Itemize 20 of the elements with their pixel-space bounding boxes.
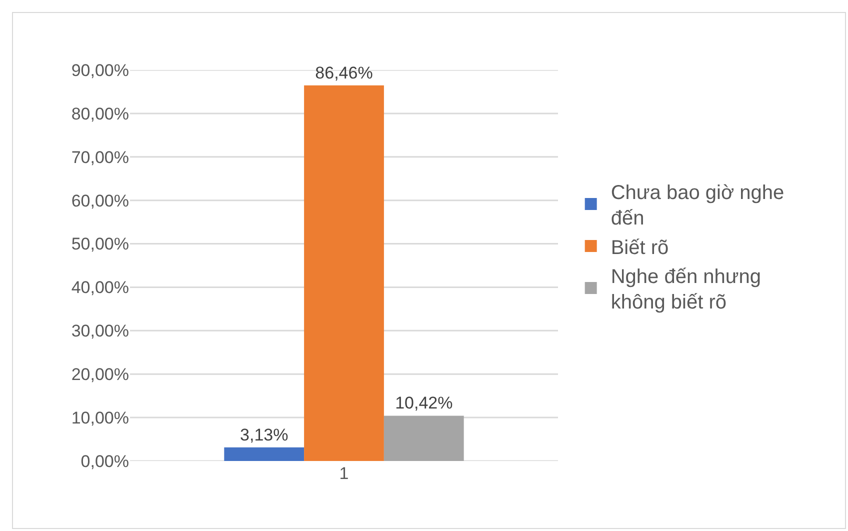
- y-tick-label: 80,00%: [71, 104, 129, 124]
- y-tick-label: 20,00%: [71, 365, 129, 384]
- legend-label: Chưa bao giờ nghe đến: [610, 182, 784, 230]
- y-tick-label: 40,00%: [71, 278, 129, 298]
- data-label: 3,13%: [240, 425, 288, 444]
- data-label: 10,42%: [395, 394, 453, 413]
- data-label: 86,46%: [315, 63, 373, 82]
- y-tick-label: 10,00%: [71, 408, 129, 428]
- y-tick-label: 30,00%: [71, 322, 129, 341]
- legend-label: Biết rõ: [610, 236, 669, 259]
- y-tick-label: 50,00%: [71, 234, 129, 254]
- y-tick-label: 90,00%: [71, 60, 129, 80]
- y-tick-label: 60,00%: [71, 191, 129, 210]
- x-tick-label: 1: [339, 464, 349, 483]
- y-tick-label: 0,00%: [80, 452, 129, 471]
- y-tick-label: 70,00%: [71, 148, 129, 167]
- bar: [224, 447, 304, 461]
- legend-label: Nghe đến nhưng không biết rõ: [610, 266, 762, 314]
- bar: [304, 85, 384, 461]
- bar: [384, 416, 464, 461]
